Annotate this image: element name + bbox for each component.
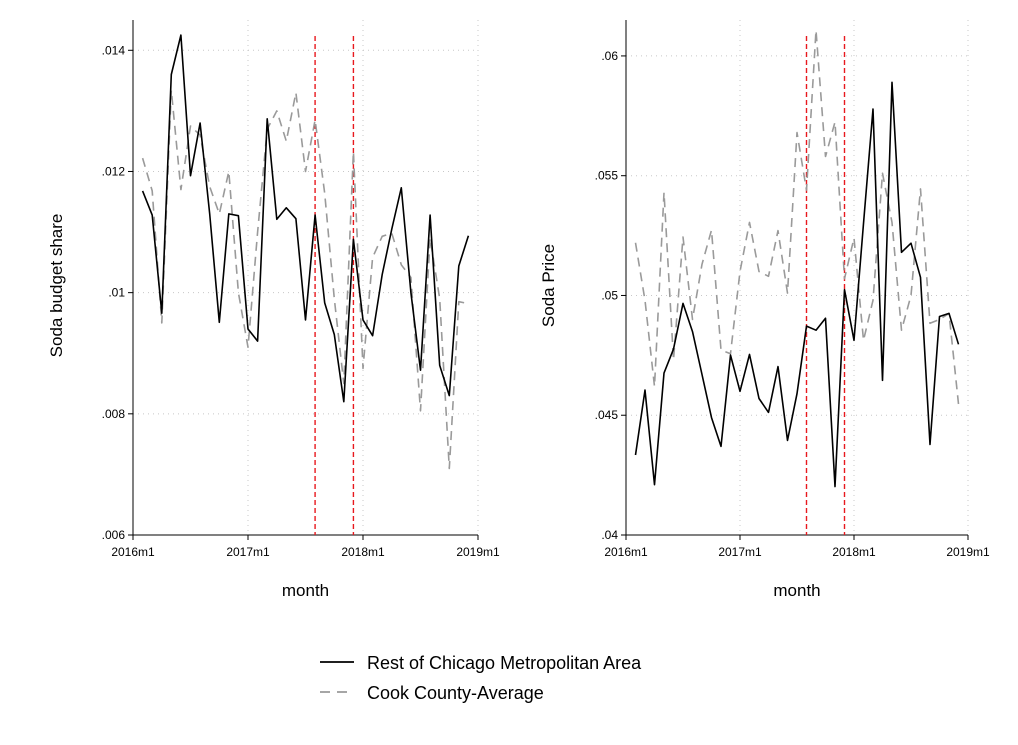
x-tick-label: 2017m1 [226,545,270,559]
x-tick-label: 2019m1 [456,545,500,559]
y-tick-label: .006 [102,528,126,542]
y-tick-label: .04 [601,528,618,542]
y-tick-label: .01 [108,286,125,300]
x-axis-title: month [773,581,820,600]
series-line-rest-of-chicago [634,81,960,488]
x-tick-label: 2019m1 [946,545,990,559]
x-tick-label: 2016m1 [111,545,155,559]
right-chart-soda-price: .04 .045 .05 .055 .06 2016m1 2017m1 2018m1 2019m… [539,20,990,600]
x-tick-label: 2017m1 [718,545,762,559]
x-tick-label: 2018m1 [832,545,876,559]
y-tick-label: .012 [102,164,126,178]
y-tick-label: .008 [102,407,126,421]
series-line-rest-of-chicago [141,34,470,403]
series-line-cook-county [634,29,960,405]
y-axis-title: Soda Price [539,244,558,327]
y-tick-label: .05 [601,288,618,302]
y-tick-label: .045 [595,408,619,422]
legend-label-cook: Cook County-Average [367,683,544,703]
x-axis-title: month [282,581,329,600]
x-tick-label: 2018m1 [341,545,385,559]
y-tick-label: .06 [601,49,618,63]
left-chart-budget-share: .006 .008 .01 .012 .014 2016m1 2017m1 2018m1 201… [47,20,500,600]
x-tick-label: 2016m1 [604,545,648,559]
legend-label-rest: Rest of Chicago Metropolitan Area [367,653,642,673]
legend: Rest of Chicago Metropolitan Area Cook C… [320,653,642,703]
y-axis-title: Soda budget share [47,214,66,358]
y-tick-label: .055 [595,169,619,183]
y-tick-label: .014 [102,43,126,57]
